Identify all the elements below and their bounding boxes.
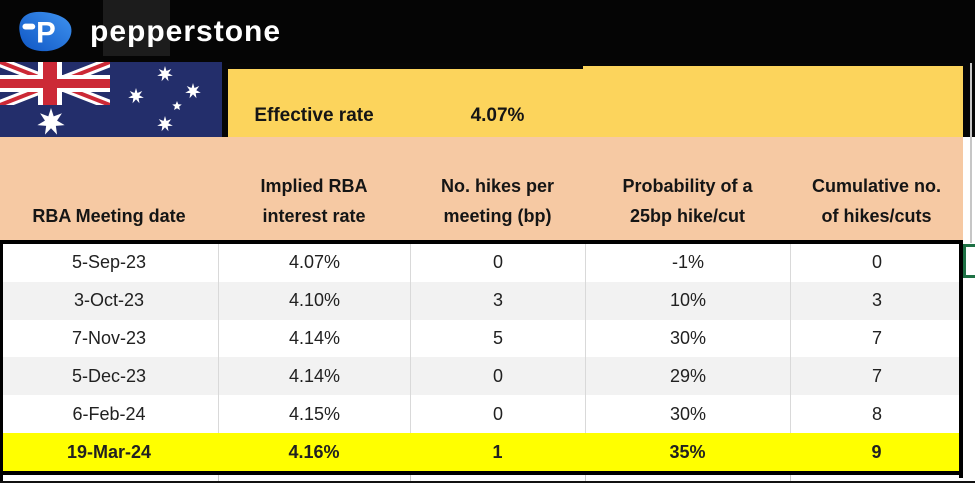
header-hikes-per-meeting[interactable]: No. hikes per meeting (bp) [410,137,585,240]
cell-hikes[interactable]: 0 [410,244,585,282]
cell-selection-border [963,244,975,247]
cell-hikes[interactable]: 5 [410,319,585,358]
cell-implied-rate[interactable]: 4.10% [218,281,410,320]
header-divider [0,240,963,244]
cell-cumulative[interactable]: 0 [790,244,963,282]
cell-date[interactable]: 5-Dec-23 [71,365,147,386]
southern-cross-star [157,66,173,82]
table-body: 5-Sep-23 4.07% 0 -1% 0 3-Oct-23 4.10% 3 … [0,244,963,471]
window-edge [970,63,972,243]
cell-probability[interactable]: 30% [585,319,790,358]
header-label: No. hikes per meeting (bp) [440,176,555,226]
effective-rate-label[interactable]: Effective rate [254,105,374,126]
cell-cumulative[interactable]: 7 [790,357,963,396]
cell-implied-rate[interactable]: 4.07% [218,244,410,282]
cell-date[interactable]: 7-Nov-23 [71,328,147,349]
cell-probability[interactable]: 35% [669,441,706,462]
brand-name: pepperstone [90,14,282,48]
cell-hikes[interactable]: 0 [410,395,585,434]
cell-probability[interactable]: 10% [585,281,790,320]
southern-cross-star [157,116,173,132]
table-row: 5-Dec-23 4.14% 0 29% 7 [0,357,963,396]
header-cumulative[interactable]: Cumulative no. of hikes/cuts [790,137,963,240]
table-row: 6-Feb-24 4.15% 0 30% 8 [0,395,963,434]
southern-cross-star-small [172,101,182,111]
cell-probability[interactable]: -1% [585,244,790,282]
table-row: 5-Sep-23 4.07% 0 -1% 0 [0,244,963,282]
header-meeting-date[interactable]: RBA Meeting date [0,137,218,240]
cell-date[interactable]: 3-Oct-23 [73,290,145,311]
gold-step [228,66,583,69]
svg-text:P: P [36,16,56,49]
table-border-bottom [0,471,963,475]
table-row-highlighted: 19-Mar-24 4.16% 1 35% 9 [0,433,963,471]
gridline-tick [585,475,586,481]
table-row: 7-Nov-23 4.14% 5 30% 7 [0,319,963,358]
cell-cumulative[interactable]: 8 [790,395,963,434]
effective-rate-value[interactable]: 4.07% [470,105,525,126]
cell-date[interactable]: 19-Mar-24 [66,441,152,462]
gridline-tick [790,475,791,481]
cell-selection-border [963,275,975,278]
header-label: Cumulative no. of hikes/cuts [811,176,941,226]
cell-cumulative[interactable]: 7 [790,319,963,358]
pepperstone-logo-icon: P [19,11,72,52]
cell-hikes[interactable]: 3 [410,281,585,320]
table-border-left [0,244,3,481]
cell-cumulative[interactable]: 9 [871,441,882,462]
cell-probability[interactable]: 29% [585,357,790,396]
cell-probability[interactable]: 30% [585,395,790,434]
cell-implied-rate[interactable]: 4.14% [218,357,410,396]
southern-cross-star [185,83,201,99]
table-header-row: RBA Meeting date Implied RBA interest ra… [0,137,963,240]
image-bottom-edge [0,481,975,483]
brand-bar: P pepperstone [0,0,975,63]
cell-cumulative[interactable]: 3 [790,281,963,320]
cell-date[interactable]: 6-Feb-24 [72,403,146,424]
australia-flag-icon [0,62,222,140]
commonwealth-star [37,108,65,135]
header-label: Implied RBA interest rate [260,176,368,226]
table-row: 3-Oct-23 4.10% 3 10% 3 [0,281,963,320]
cell-selection-border [963,244,966,278]
header-probability[interactable]: Probability of a 25bp hike/cut [585,137,790,240]
cell-hikes[interactable]: 1 [492,441,503,462]
gridline-tick [410,475,411,481]
cell-implied-rate[interactable]: 4.15% [218,395,410,434]
gridline-tick [218,475,219,481]
cell-implied-rate[interactable]: 4.16% [288,441,340,462]
brand-bar-patch [103,0,170,56]
gold-background [228,66,963,137]
header-label: RBA Meeting date [32,206,186,226]
table-border-right [959,244,963,478]
cell-date[interactable]: 5-Sep-23 [71,252,147,273]
southern-cross-star [128,88,144,104]
cell-hikes[interactable]: 0 [410,357,585,396]
cell-implied-rate[interactable]: 4.14% [218,319,410,358]
header-implied-rate[interactable]: Implied RBA interest rate [218,137,410,240]
header-label: Probability of a 25bp hike/cut [622,176,753,226]
